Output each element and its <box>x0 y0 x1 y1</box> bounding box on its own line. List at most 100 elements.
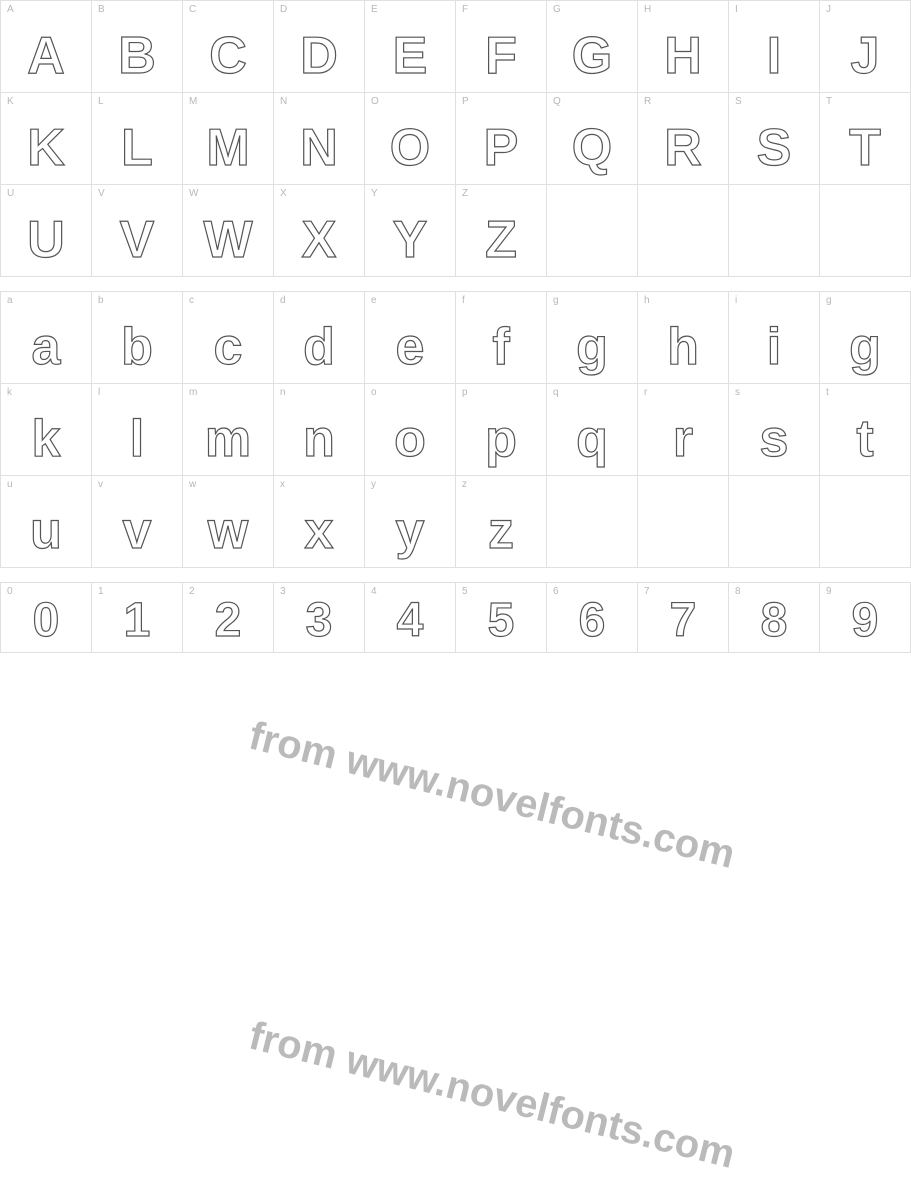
cell-label: C <box>189 4 196 15</box>
cell-glyph: L <box>121 122 153 174</box>
glyph-cell: GG <box>547 1 638 93</box>
glyph-cell: SS <box>729 93 820 185</box>
glyph-cell <box>638 476 729 568</box>
glyph-cell: HH <box>638 1 729 93</box>
cell-label: y <box>371 479 376 490</box>
cell-glyph: r <box>673 413 693 465</box>
cell-glyph: Z <box>485 214 517 266</box>
cell-glyph: d <box>303 321 335 373</box>
cell-glyph: T <box>849 122 881 174</box>
glyph-cell: 11 <box>92 583 183 653</box>
cell-label: V <box>98 188 105 199</box>
glyph-cell: vv <box>92 476 183 568</box>
glyph-cell: XX <box>274 185 365 277</box>
glyph-cell: dd <box>274 292 365 384</box>
cell-label: N <box>280 96 287 107</box>
cell-label: D <box>280 4 287 15</box>
glyph-cell: ww <box>183 476 274 568</box>
cell-label: h <box>644 295 650 306</box>
glyph-cell: gg <box>820 292 911 384</box>
cell-glyph: G <box>572 30 612 82</box>
cell-label: I <box>735 4 738 15</box>
glyph-cell: cc <box>183 292 274 384</box>
glyph-cell: ll <box>92 384 183 476</box>
cell-label: 5 <box>462 586 468 597</box>
cell-label: s <box>735 387 740 398</box>
cell-glyph: 0 <box>33 597 60 645</box>
glyph-cell: JJ <box>820 1 911 93</box>
glyph-grid-2: 00112233445566778899 <box>0 582 911 653</box>
cell-label: 4 <box>371 586 377 597</box>
glyph-cell: xx <box>274 476 365 568</box>
glyph-grid-0: AABBCCDDEEFFGGHHIIJJKKLLMMNNOOPPQQRRSSTT… <box>0 0 911 277</box>
cell-glyph: b <box>121 321 153 373</box>
cell-glyph: p <box>485 413 517 465</box>
glyph-cell <box>820 476 911 568</box>
cell-glyph: h <box>667 321 699 373</box>
cell-label: u <box>7 479 13 490</box>
cell-glyph: 3 <box>306 597 333 645</box>
glyph-cell: 33 <box>274 583 365 653</box>
glyph-cell: DD <box>274 1 365 93</box>
glyph-cell: BB <box>92 1 183 93</box>
glyph-cell: nn <box>274 384 365 476</box>
cell-label: n <box>280 387 286 398</box>
glyph-cell: II <box>729 1 820 93</box>
cell-label: g <box>553 295 559 306</box>
glyph-grid-1: aabbccddeeffgghhiiggkkllmmnnooppqqrrsstt… <box>0 291 911 568</box>
cell-label: b <box>98 295 104 306</box>
glyph-cell: 66 <box>547 583 638 653</box>
cell-glyph: X <box>302 214 337 266</box>
glyph-cell: AA <box>1 1 92 93</box>
glyph-cell: oo <box>365 384 456 476</box>
glyph-cell: ZZ <box>456 185 547 277</box>
glyph-cell: ss <box>729 384 820 476</box>
cell-label: H <box>644 4 651 15</box>
cell-label: v <box>98 479 103 490</box>
cell-label: T <box>826 96 832 107</box>
cell-glyph: t <box>856 413 873 465</box>
glyph-cell: LL <box>92 93 183 185</box>
glyph-cell <box>638 185 729 277</box>
cell-glyph: 6 <box>579 597 606 645</box>
cell-label: m <box>189 387 197 398</box>
cell-label: 0 <box>7 586 13 597</box>
cell-glyph: W <box>203 214 252 266</box>
glyph-cell: NN <box>274 93 365 185</box>
cell-label: G <box>553 4 561 15</box>
cell-label: f <box>462 295 465 306</box>
glyph-cell: 00 <box>1 583 92 653</box>
cell-glyph: K <box>27 122 65 174</box>
cell-label: d <box>280 295 286 306</box>
cell-label: r <box>644 387 647 398</box>
glyph-cell: kk <box>1 384 92 476</box>
cell-label: P <box>462 96 469 107</box>
cell-label: 6 <box>553 586 559 597</box>
cell-glyph: M <box>206 122 249 174</box>
glyph-cell: 22 <box>183 583 274 653</box>
glyph-cell: aa <box>1 292 92 384</box>
cell-glyph: F <box>485 30 517 82</box>
cell-glyph: D <box>300 30 338 82</box>
cell-label: A <box>7 4 14 15</box>
cell-glyph: 1 <box>124 597 151 645</box>
glyph-cell: 88 <box>729 583 820 653</box>
cell-label: Z <box>462 188 468 199</box>
cell-label: x <box>280 479 285 490</box>
cell-label: F <box>462 4 468 15</box>
cell-label: 2 <box>189 586 195 597</box>
watermark-text: from www.novelfonts.com <box>245 1014 740 1178</box>
glyph-cell: YY <box>365 185 456 277</box>
cell-glyph: 8 <box>761 597 788 645</box>
cell-label: Y <box>371 188 378 199</box>
cell-label: i <box>735 295 737 306</box>
glyph-cell: TT <box>820 93 911 185</box>
cell-glyph: 7 <box>670 597 697 645</box>
cell-label: w <box>189 479 196 490</box>
cell-glyph: e <box>396 321 425 373</box>
cell-glyph: g <box>576 321 608 373</box>
cell-glyph: N <box>300 122 338 174</box>
cell-glyph: c <box>214 321 243 373</box>
cell-label: t <box>826 387 829 398</box>
cell-label: l <box>98 387 100 398</box>
